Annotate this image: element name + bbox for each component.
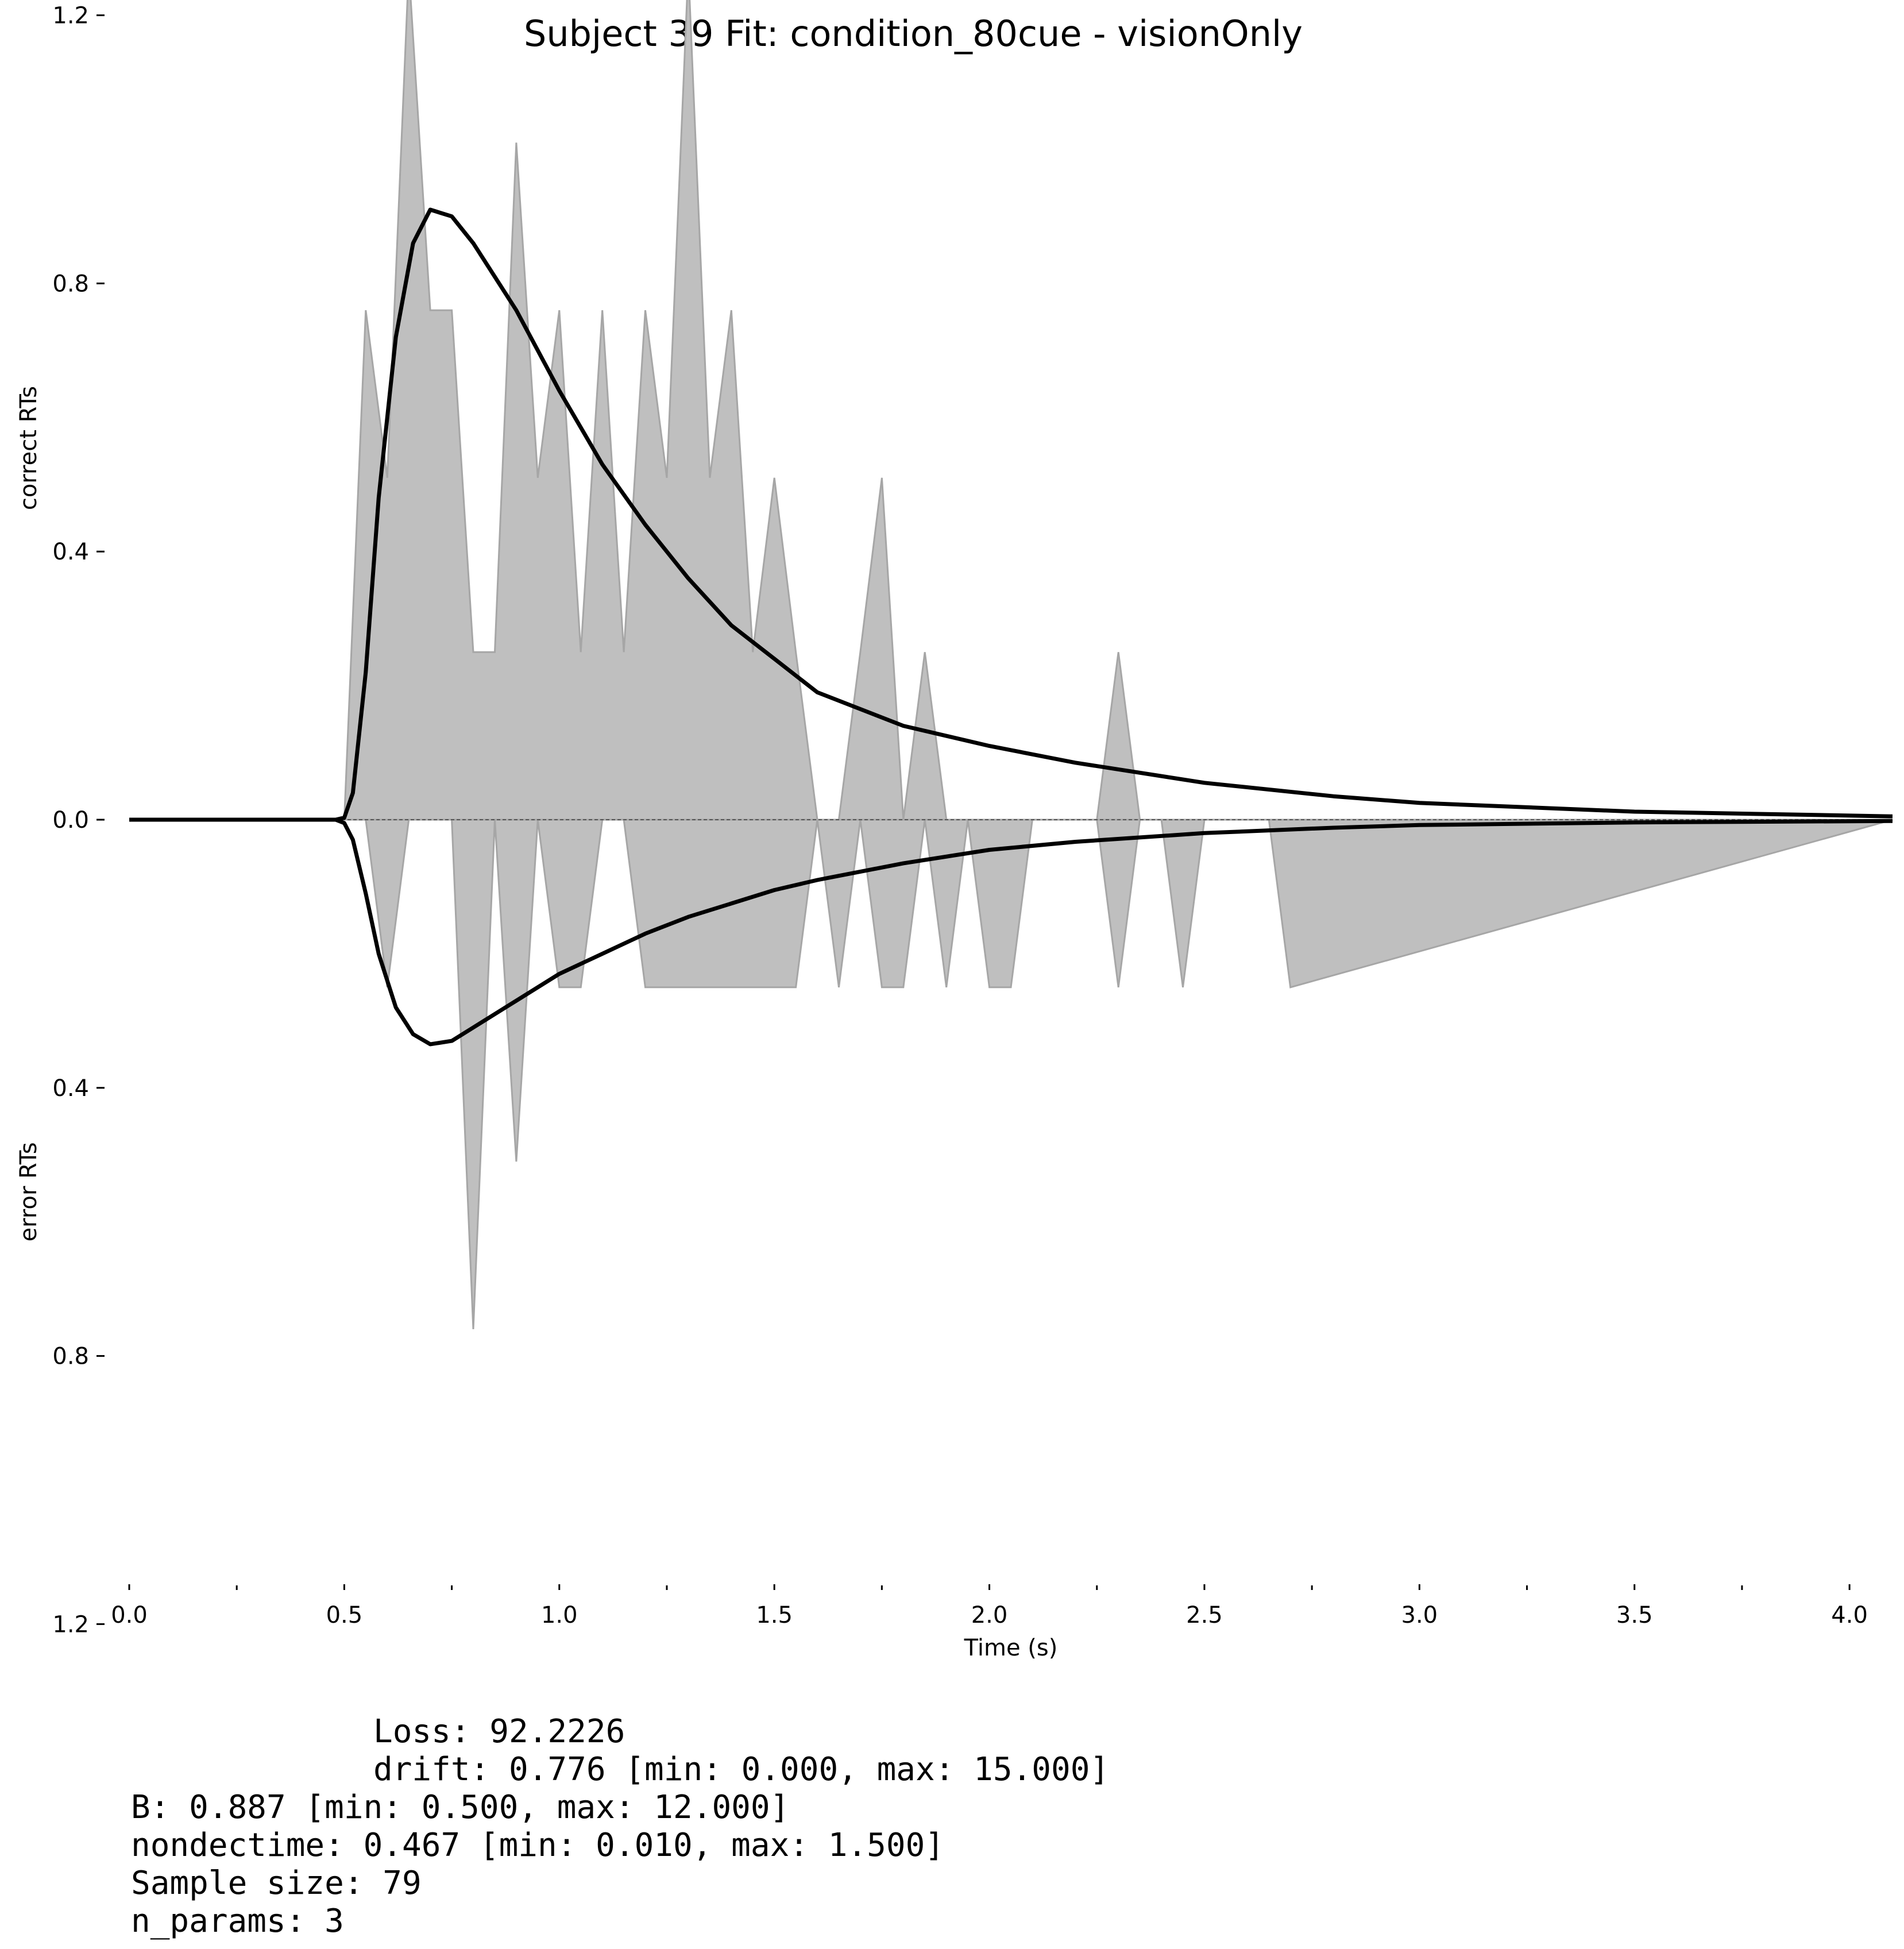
x-tick-label: 0.0 bbox=[111, 1602, 148, 1628]
fit-statistics-panel: Loss: 92.2226 drift: 0.776 [min: 0.000, … bbox=[0, 1700, 1904, 1942]
y-tick-label: 0.4 bbox=[52, 539, 89, 565]
x-tick-label: 1.0 bbox=[541, 1602, 578, 1628]
nondectime-text: nondectime: 0.467 [min: 0.010, max: 1.50… bbox=[131, 1827, 945, 1864]
chart-title: Subject 39 Fit: condition_80cue - vision… bbox=[524, 13, 1303, 55]
y-tick-label: 0.8 bbox=[52, 1344, 89, 1370]
y-tick-label: 0.8 bbox=[52, 271, 89, 297]
x-tick-label: 1.5 bbox=[756, 1602, 793, 1628]
x-tick-label: 3.0 bbox=[1401, 1602, 1438, 1628]
axes-layer: 0.0 0.5 1.0 1.5 2.0 2.5 3.0 3.5 4.0 0.0 0.4 0.8 1.2 0… bbox=[52, 3, 1868, 1638]
x-tick-label: 3.5 bbox=[1616, 1602, 1653, 1628]
histogram-layer bbox=[129, 0, 1893, 1329]
x-tick-label: 2.0 bbox=[971, 1602, 1008, 1628]
y-tick-label: 1.2 bbox=[52, 3, 89, 29]
error-rt-histogram-area bbox=[129, 819, 1893, 1329]
x-tick-label: 0.5 bbox=[326, 1602, 363, 1628]
rt-distribution-chart: Subject 39 Fit: condition_80cue - vision… bbox=[16, 0, 1893, 1661]
b-text: B: 0.887 [min: 0.500, max: 12.000] bbox=[131, 1789, 790, 1826]
fit-curves-layer bbox=[129, 207, 1893, 1047]
y-tick-label: 0.4 bbox=[52, 1075, 89, 1102]
x-tick-label: 4.0 bbox=[1831, 1602, 1868, 1628]
y-axis-label-error: error RTs bbox=[16, 1142, 42, 1241]
y-tick-label: 1.2 bbox=[52, 1611, 89, 1638]
correct-rt-histogram-area bbox=[129, 0, 1893, 821]
drift-text: drift: 0.776 [min: 0.000, max: 15.000] bbox=[373, 1751, 1110, 1788]
sample-size-text: Sample size: 79 bbox=[131, 1865, 422, 1902]
y-tick-label: 0.0 bbox=[52, 807, 89, 833]
x-axis-label: Time (s) bbox=[964, 1635, 1058, 1661]
correct-fit-curve bbox=[129, 207, 1893, 822]
error-fit-curve bbox=[129, 817, 1893, 1047]
n-params-text: n_params: 3 bbox=[131, 1902, 344, 1940]
y-axis-label-correct: correct RTs bbox=[16, 386, 42, 510]
loss-text: Loss: 92.2226 bbox=[373, 1713, 625, 1750]
x-tick-label: 2.5 bbox=[1186, 1602, 1223, 1628]
